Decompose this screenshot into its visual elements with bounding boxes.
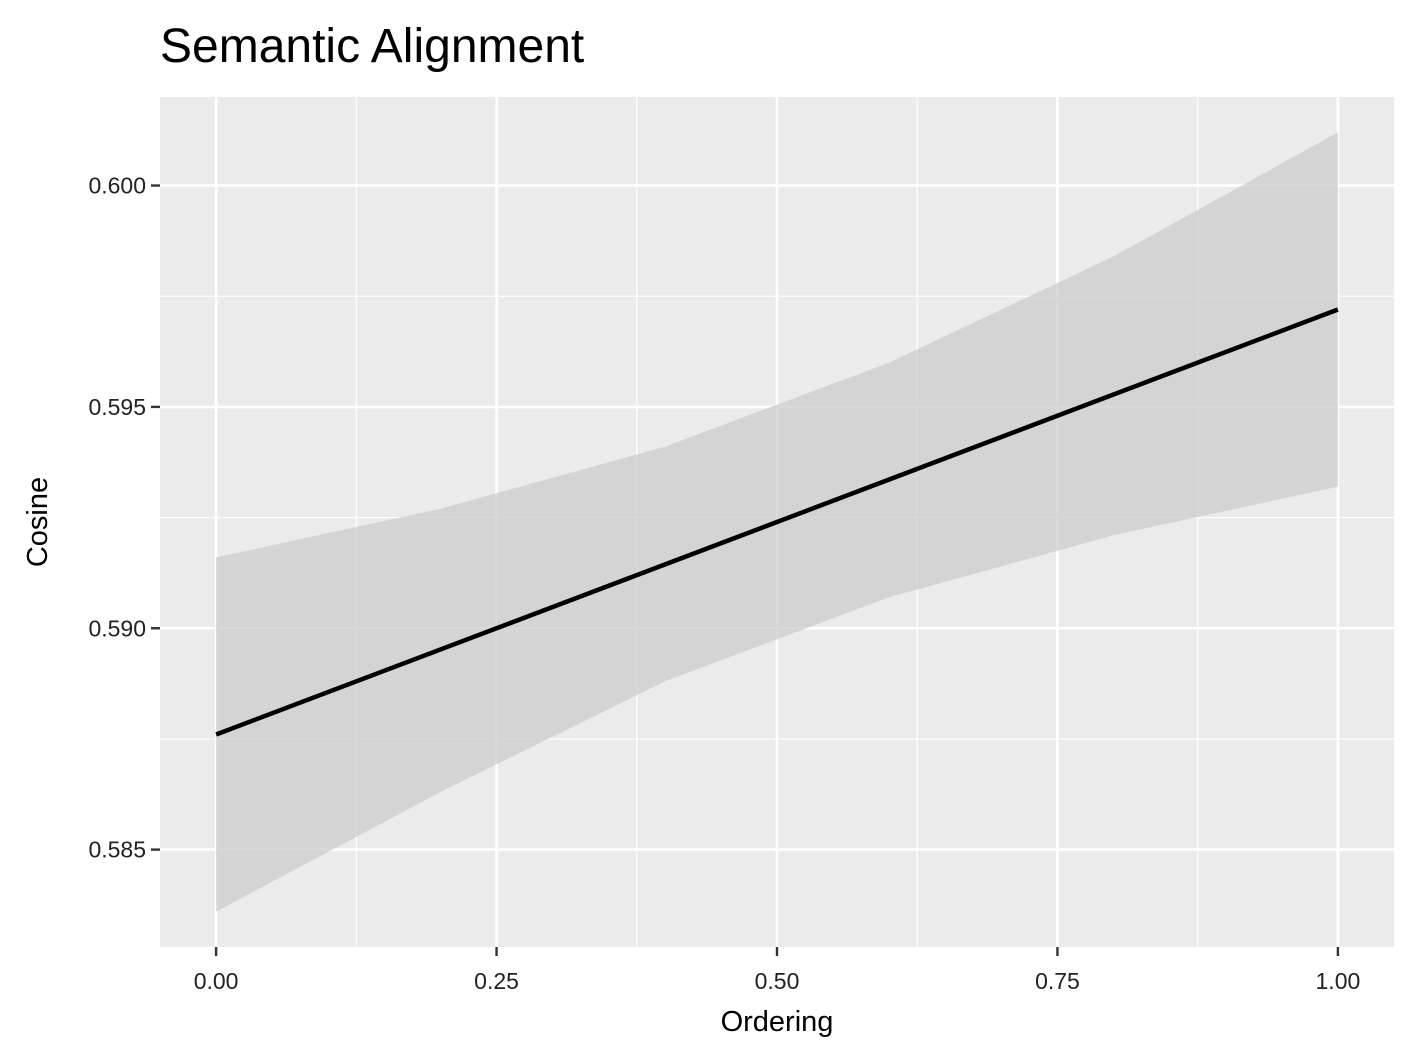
x-tick-label: 0.00 [194, 968, 239, 994]
series-lines [215, 307, 1339, 737]
y-axis: 0.585 0.590 0.595 0.600 [88, 173, 160, 863]
x-axis: 0.00 0.25 0.50 0.75 1.00 [194, 947, 1361, 994]
x-tick-label: 0.25 [474, 968, 519, 994]
y-tick-label: 0.585 [88, 837, 146, 863]
x-tick-label: 1.00 [1316, 968, 1361, 994]
y-tick-label: 0.595 [88, 394, 146, 420]
y-tick-label: 0.590 [88, 615, 146, 641]
x-tick-label: 0.75 [1035, 968, 1080, 994]
chart-title: Semantic Alignment [160, 20, 584, 73]
y-axis-title: Cosine [22, 477, 54, 567]
fit-line [215, 307, 1339, 737]
y-tick-label: 0.600 [88, 173, 146, 199]
x-axis-title: Ordering [721, 1006, 834, 1038]
x-tick-label: 0.50 [755, 968, 800, 994]
